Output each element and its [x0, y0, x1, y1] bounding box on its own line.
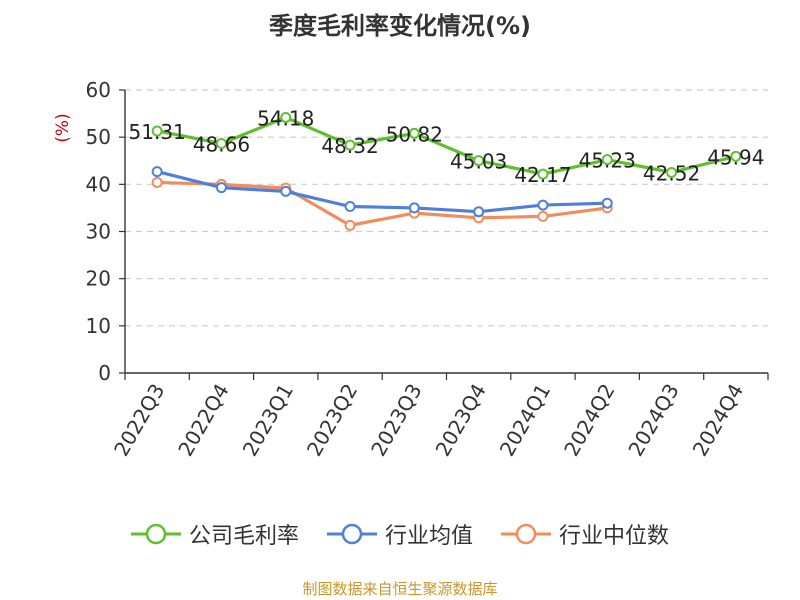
legend-label-company: 公司毛利率 [188, 524, 299, 549]
data-point [666, 166, 678, 178]
data-point [537, 210, 549, 222]
series-lines [151, 111, 742, 231]
data-point [473, 206, 485, 218]
data-label: 51.31 [129, 120, 186, 144]
legend-item-industry-avg[interactable]: 行业均值 [326, 518, 473, 550]
data-point [215, 137, 227, 149]
data-labels: 51.31 48.66 54.18 48.32 50.82 45.03 42.17 45.23… [129, 106, 765, 187]
data-point [151, 125, 163, 137]
y-tick-label: 20 [86, 267, 111, 291]
legend-swatch-company-icon [130, 523, 181, 545]
data-label: 45.94 [707, 145, 764, 169]
legend-label-industry-median: 行业中位数 [559, 524, 670, 549]
y-tick-label: 40 [86, 172, 111, 196]
data-label: 45.23 [579, 149, 636, 173]
y-tick-label: 0 [98, 361, 111, 385]
x-tick-label: 2022Q3 [109, 380, 169, 461]
data-point [537, 199, 549, 211]
data-point [601, 197, 613, 209]
data-point [280, 185, 292, 197]
data-label: 54.18 [257, 106, 314, 130]
data-point [280, 111, 292, 123]
data-point [344, 219, 356, 231]
series-line-2 [157, 180, 608, 227]
legend-item-industry-median[interactable]: 行业中位数 [501, 518, 669, 550]
series-line-1 [156, 170, 608, 214]
data-point [408, 127, 420, 139]
x-tick-label: 2023Q1 [238, 380, 298, 461]
series-line-0 [156, 115, 737, 176]
data-label: 42.17 [514, 163, 571, 187]
chart-title: 季度毛利率变化情况(%) [269, 12, 531, 40]
legend-label-industry-avg: 行业均值 [384, 524, 473, 549]
x-tick-label: 2024Q1 [495, 380, 555, 461]
x-tick-label: 2022Q4 [173, 380, 233, 461]
x-tick-label: 2024Q3 [623, 380, 683, 461]
data-point [601, 154, 613, 166]
legend-swatch-industry-median-icon [501, 523, 551, 545]
data-label: 45.03 [450, 150, 507, 174]
y-axis-unit-label: (%) [53, 113, 73, 142]
y-tick-label: 60 [86, 78, 111, 102]
x-tick-label: 2023Q2 [302, 380, 362, 461]
x-tick-label: 2023Q3 [366, 380, 426, 461]
y-tick-label: 10 [86, 314, 111, 338]
y-tick-label: 50 [86, 125, 111, 149]
x-tick-label: 2024Q2 [559, 380, 619, 461]
data-point [215, 182, 227, 194]
legend: 公司毛利率 行业均值 行业中位数 [0, 518, 800, 550]
x-tick-label: 2023Q4 [431, 380, 491, 461]
data-point [537, 168, 549, 180]
x-tick-label: 2024Q4 [688, 380, 748, 461]
data-point [473, 155, 485, 167]
legend-swatch-industry-avg-icon [326, 523, 377, 545]
data-label: 48.66 [193, 132, 250, 156]
data-point [151, 176, 163, 188]
data-point [730, 150, 742, 162]
data-point [151, 166, 163, 178]
data-point [344, 201, 356, 213]
legend-item-company[interactable]: 公司毛利率 [130, 518, 299, 550]
data-point [344, 139, 356, 151]
data-label: 48.32 [321, 134, 378, 158]
data-label: 50.82 [386, 122, 443, 146]
data-point [408, 202, 420, 214]
grid-lines [125, 89, 768, 327]
data-source-note: 制图数据来自恒生聚源数据库 [302, 580, 498, 598]
data-label: 42.52 [643, 161, 700, 185]
y-tick-label: 30 [86, 220, 111, 244]
